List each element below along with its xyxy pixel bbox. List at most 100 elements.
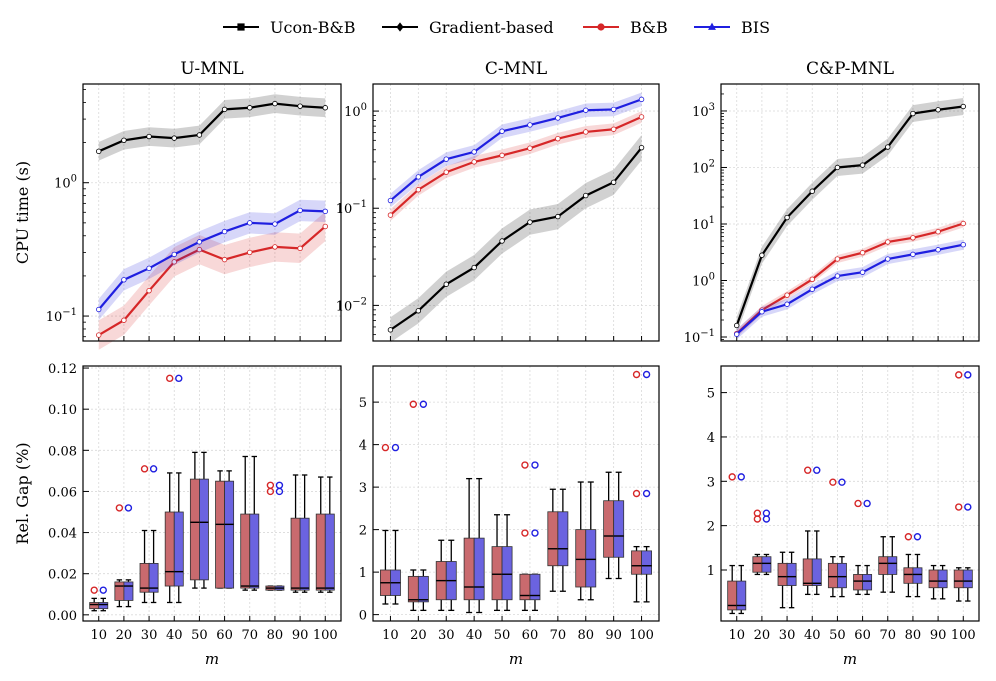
outlier [964, 503, 972, 511]
box-bb [953, 569, 964, 589]
outlier [632, 370, 641, 379]
y-tick-label: 10−1 [684, 328, 715, 346]
box-group [777, 551, 797, 609]
data-point [935, 229, 941, 235]
y-tick-label: 0.10 [48, 403, 77, 418]
box-group [89, 586, 109, 612]
box-bb [290, 517, 301, 591]
outlier [753, 509, 762, 517]
data-point [859, 250, 866, 256]
box-bis [148, 563, 159, 593]
data-point [96, 332, 102, 338]
data-point [471, 264, 477, 271]
series-band [390, 92, 642, 208]
triangle-icon [708, 22, 716, 30]
x-tick-label: 50 [191, 628, 208, 643]
legend-label: B&B [630, 18, 668, 37]
box-group [727, 473, 747, 615]
box-group [802, 466, 822, 596]
data-point [171, 259, 177, 265]
x-tick-label: 30 [779, 628, 796, 643]
box-bis [786, 562, 797, 586]
x-tick-label: 40 [166, 628, 183, 643]
series-bis [734, 239, 966, 340]
box-bb [603, 500, 615, 558]
y-tick-label: 0.04 [48, 527, 77, 542]
data-point [121, 137, 127, 144]
y-tick-label: 10−2 [336, 296, 367, 314]
y-tick-label: 2 [359, 524, 367, 539]
data-point [527, 122, 533, 128]
series-ucon-b-b [96, 94, 328, 161]
data-point [859, 162, 866, 168]
outlier [955, 371, 963, 379]
series-band [98, 94, 326, 161]
data-point [834, 273, 841, 279]
panel-title: U-MNL [180, 59, 243, 79]
box-bis [585, 529, 597, 588]
box-group [853, 499, 873, 596]
outlier [829, 478, 837, 486]
y-tick-label: 10−1 [336, 199, 367, 217]
circle-icon [597, 23, 605, 31]
square-icon [237, 23, 245, 31]
box-group [463, 477, 485, 614]
box-bb [463, 537, 475, 601]
outlier [391, 443, 400, 452]
box-bb [752, 556, 763, 573]
x-tick-label: 70 [879, 628, 896, 643]
outlier [531, 461, 539, 469]
outlier [904, 533, 913, 541]
y-tick-label: 100 [344, 102, 367, 120]
data-point [146, 133, 152, 140]
outlier [964, 371, 972, 379]
outlier [409, 400, 418, 408]
data-point [759, 252, 765, 258]
data-point [415, 174, 422, 180]
box-bb [189, 478, 200, 581]
outlier [632, 489, 641, 498]
x-tick-label: 80 [905, 628, 922, 643]
y-tick-label: 3 [707, 475, 715, 490]
y-tick-label: 4 [359, 439, 367, 454]
x-tick-label: 10 [382, 628, 399, 643]
y-tick-label: 0 [359, 609, 367, 624]
data-point [759, 309, 765, 315]
data-point [555, 213, 561, 220]
box-bb [240, 513, 251, 589]
axes-frame [372, 83, 660, 342]
data-point [809, 276, 815, 283]
data-point [121, 317, 127, 323]
data-point [297, 245, 303, 252]
data-point [960, 103, 966, 110]
series-band [390, 135, 642, 343]
x-axis-label: m [205, 650, 219, 668]
x-tick-label: 100 [313, 628, 338, 643]
x-tick-label: 100 [951, 628, 976, 643]
box-bb [878, 556, 889, 575]
legend-item-b-b: B&B [583, 18, 668, 37]
outlier [863, 499, 871, 508]
box-bb [903, 567, 914, 584]
data-point [638, 96, 645, 103]
box-group [240, 455, 260, 591]
outlier [90, 586, 98, 594]
series-ucon-b-b [734, 98, 966, 334]
series-line [389, 98, 642, 202]
data-point [885, 239, 891, 245]
y-tick-label: 0.02 [48, 568, 77, 583]
outlier [275, 481, 284, 489]
data-point [583, 192, 589, 199]
data-point [272, 100, 278, 107]
box-group [631, 370, 653, 603]
box-bb [164, 511, 175, 587]
x-tick-label: 20 [754, 628, 771, 643]
series-band [98, 211, 326, 350]
x-tick-label: 30 [141, 628, 158, 643]
data-point [387, 212, 394, 218]
outlier [381, 443, 390, 452]
box-bis [613, 500, 625, 558]
outlier [140, 465, 149, 473]
box-group [547, 488, 569, 592]
y-tick-label: 100 [54, 174, 77, 192]
